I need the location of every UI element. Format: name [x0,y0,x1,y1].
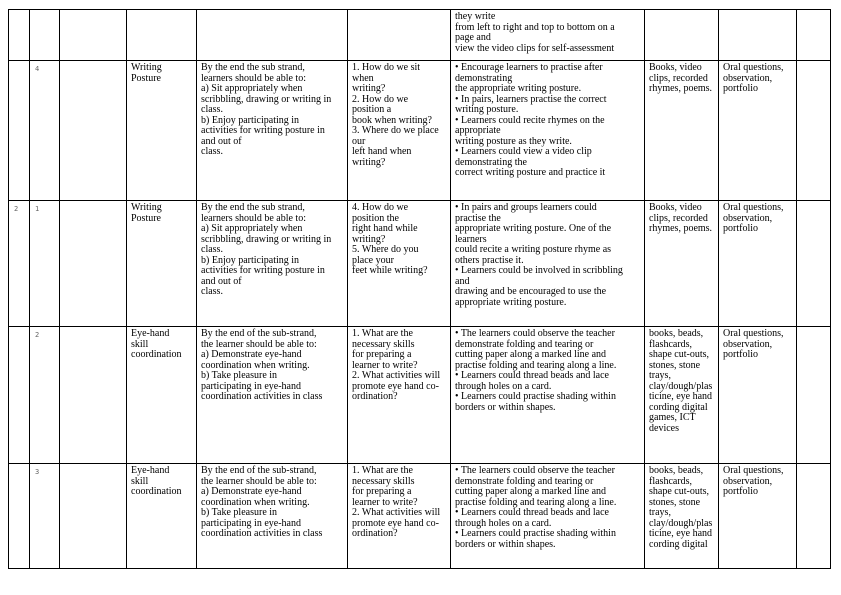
resources-cell [644,9,719,61]
learning-experiences-cell: • In pairs and groups learners could pra… [450,200,645,327]
learning-outcomes-cell: By the end of the sub-strand, the learne… [196,463,348,569]
remarks-cell [796,326,831,464]
sub-strand-cell: Writing Posture [126,60,197,201]
remarks-cell [796,463,831,569]
learning-outcomes-cell: By the end the sub strand, learners shou… [196,60,348,201]
table-row: 3 Eye-hand skill coordination By the end o… [8,463,831,569]
week-cell [8,9,30,61]
week-cell: 2 [8,200,30,327]
assessment-cell [718,9,797,61]
learning-outcomes-cell [196,9,348,61]
strand-cell [59,463,127,569]
remarks-cell [796,60,831,201]
lesson-cell [29,9,60,61]
inquiry-questions-cell: 1. What are the necessary skills for pre… [347,326,451,464]
table-row: 2 Eye-hand skill coordination By the end o… [8,326,831,464]
week-cell [8,326,30,464]
table-row: they write from left to right and top to… [8,9,831,61]
sub-strand-cell [126,9,197,61]
strand-cell [59,60,127,201]
lesson-cell: 2 [29,326,60,464]
resources-cell: books, beads, flashcards, shape cut-outs… [644,326,719,464]
table-row: 4 Writing Posture By the end the sub stran… [8,60,831,201]
resources-cell: Books, video clips, recorded rhymes, poe… [644,200,719,327]
assessment-cell: Oral questions, observation, portfolio [718,60,797,201]
learning-outcomes-cell: By the end the sub strand, learners shou… [196,200,348,327]
inquiry-questions-cell: 4. How do we position the right hand whi… [347,200,451,327]
inquiry-questions-cell: 1. What are the necessary skills for pre… [347,463,451,569]
table-row: 2 1 Writing Posture By the end the sub stra… [8,200,831,327]
week-cell [8,463,30,569]
strand-cell [59,200,127,327]
remarks-cell [796,200,831,327]
sub-strand-cell: Eye-hand skill coordination [126,326,197,464]
sub-strand-cell: Writing Posture [126,200,197,327]
learning-outcomes-cell: By the end of the sub-strand, the learne… [196,326,348,464]
lesson-cell: 4 [29,60,60,201]
inquiry-questions-cell [347,9,451,61]
scheme-of-work-table: they write from left to right and top to… [8,9,831,569]
learning-experiences-cell: • The learners could observe the teacher… [450,326,645,464]
strand-cell [59,326,127,464]
learning-experiences-cell: • The learners could observe the teacher… [450,463,645,569]
assessment-cell: Oral questions, observation, portfolio [718,326,797,464]
learning-experiences-cell: • Encourage learners to practise after d… [450,60,645,201]
lesson-cell: 1 [29,200,60,327]
assessment-cell: Oral questions, observation, portfolio [718,463,797,569]
learning-experiences-cell: they write from left to right and top to… [450,9,645,61]
week-cell [8,60,30,201]
strand-cell [59,9,127,61]
remarks-cell [796,9,831,61]
resources-cell: Books, video clips, recorded rhymes, poe… [644,60,719,201]
lesson-cell: 3 [29,463,60,569]
inquiry-questions-cell: 1. How do we sit when writing? 2. How do… [347,60,451,201]
resources-cell: books, beads, flashcards, shape cut-outs… [644,463,719,569]
sub-strand-cell: Eye-hand skill coordination [126,463,197,569]
assessment-cell: Oral questions, observation, portfolio [718,200,797,327]
